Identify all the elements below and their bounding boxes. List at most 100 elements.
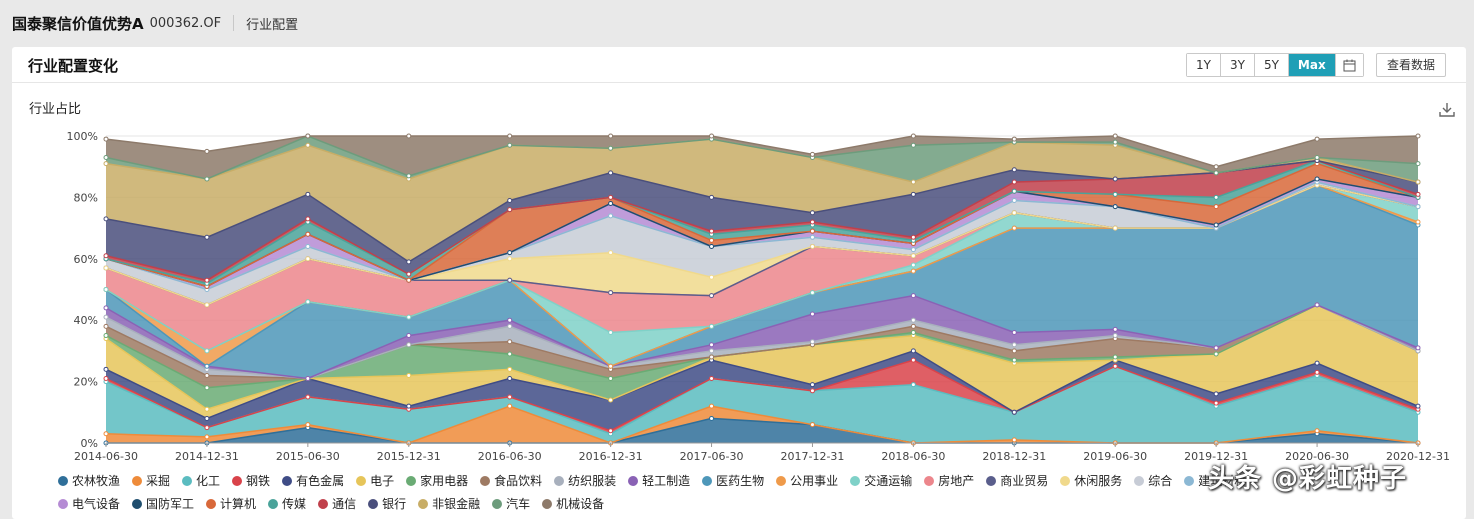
data-point bbox=[709, 403, 715, 409]
range-5y-button[interactable]: 5Y bbox=[1254, 54, 1289, 76]
data-point bbox=[204, 148, 210, 154]
x-tick-label: 2019-12-31 bbox=[1184, 450, 1248, 463]
data-point bbox=[709, 133, 715, 139]
area-机械设备 bbox=[106, 136, 1418, 179]
legend-item[interactable]: 房地产 bbox=[924, 472, 974, 489]
data-point bbox=[1213, 400, 1219, 406]
legend-row: 电气设备 国防军工 计算机 传媒 通信 银行 非银金融 汽车 机械设备 bbox=[58, 492, 1378, 515]
legend-item[interactable]: 建筑材料 bbox=[1184, 472, 1246, 489]
data-point bbox=[608, 290, 614, 296]
area-轻工制造 bbox=[106, 295, 1418, 379]
data-point bbox=[1112, 333, 1118, 339]
legend-item[interactable]: 交通运输 bbox=[850, 472, 912, 489]
legend-item[interactable]: 汽车 bbox=[492, 495, 530, 512]
data-point bbox=[809, 422, 815, 428]
data-point bbox=[910, 247, 916, 253]
data-point bbox=[910, 348, 916, 354]
range-1y-button[interactable]: 1Y bbox=[1187, 54, 1221, 76]
legend-label: 非银金融 bbox=[432, 497, 481, 511]
range-3y-button[interactable]: 3Y bbox=[1220, 54, 1255, 76]
data-point bbox=[305, 216, 311, 222]
legend-item[interactable]: 银行 bbox=[368, 495, 406, 512]
data-point bbox=[910, 133, 916, 139]
data-point bbox=[910, 317, 916, 323]
x-tick-label: 2015-06-30 bbox=[276, 450, 340, 463]
legend-item[interactable]: 农林牧渔 bbox=[58, 472, 120, 489]
legend-item[interactable]: 商业贸易 bbox=[986, 472, 1048, 489]
legend-item[interactable]: 医药生物 bbox=[702, 472, 764, 489]
data-point bbox=[1112, 354, 1118, 360]
series-line-轻工制造 bbox=[105, 294, 1419, 380]
data-point bbox=[305, 376, 311, 382]
data-point bbox=[910, 262, 916, 268]
legend-item[interactable]: 非银金融 bbox=[418, 495, 480, 512]
data-point bbox=[1415, 133, 1421, 139]
data-point bbox=[910, 357, 916, 363]
area-传媒 bbox=[106, 160, 1418, 287]
data-point bbox=[709, 293, 715, 299]
industry-allocation-card: 行业配置变化 1Y 3Y 5Y Max 查看数据 行业占比 0% 20% 40% 60 bbox=[12, 47, 1466, 519]
legend-item[interactable]: 计算机 bbox=[206, 495, 256, 512]
data-point bbox=[103, 376, 109, 382]
data-point bbox=[608, 133, 614, 139]
legend-item[interactable]: 国防军工 bbox=[132, 495, 194, 512]
data-point bbox=[1213, 222, 1219, 228]
range-max-button[interactable]: Max bbox=[1288, 54, 1336, 76]
series-line-机械设备 bbox=[105, 135, 1419, 168]
data-point bbox=[809, 244, 815, 250]
legend-item[interactable]: 采掘 bbox=[132, 472, 170, 489]
y-tick-label: 80% bbox=[74, 191, 98, 204]
watermark: 头条 @彩虹种子 bbox=[1208, 464, 1408, 494]
data-point bbox=[406, 277, 412, 283]
legend-item[interactable]: 家用电器 bbox=[406, 472, 468, 489]
data-point bbox=[1415, 191, 1421, 197]
legend-item[interactable]: 电子 bbox=[356, 472, 394, 489]
legend-label: 银行 bbox=[382, 497, 407, 511]
legend-item[interactable]: 通信 bbox=[318, 495, 356, 512]
data-point bbox=[507, 256, 513, 262]
y-tick-label: 40% bbox=[74, 314, 98, 327]
legend-item[interactable]: 机械设备 bbox=[542, 495, 604, 512]
legend-item[interactable]: 综合 bbox=[1134, 472, 1172, 489]
data-point bbox=[507, 317, 513, 323]
legend-label: 建筑材料 bbox=[1198, 474, 1247, 488]
legend-item[interactable]: 传媒 bbox=[268, 495, 306, 512]
download-icon[interactable] bbox=[1438, 101, 1456, 119]
data-point bbox=[809, 228, 815, 234]
data-point bbox=[809, 339, 815, 345]
series-line-汽车 bbox=[105, 135, 1419, 180]
legend-item[interactable]: 钢铁 bbox=[232, 472, 270, 489]
data-point bbox=[910, 382, 916, 388]
legend-swatch bbox=[356, 475, 367, 486]
data-point bbox=[1011, 342, 1017, 348]
legend-swatch bbox=[206, 498, 217, 509]
tab-industry-allocation[interactable]: 行业配置 bbox=[246, 17, 299, 33]
legend-label: 汽车 bbox=[506, 497, 531, 511]
data-point bbox=[709, 237, 715, 243]
data-point bbox=[1112, 204, 1118, 210]
data-point bbox=[608, 170, 614, 176]
data-point bbox=[709, 348, 715, 354]
legend-item[interactable]: 休闲服务 bbox=[1060, 472, 1122, 489]
data-point bbox=[305, 231, 311, 237]
legend-item[interactable]: 食品饮料 bbox=[480, 472, 542, 489]
legend-swatch bbox=[480, 475, 491, 486]
view-data-button[interactable]: 查看数据 bbox=[1376, 53, 1447, 77]
legend-item[interactable]: 化工 bbox=[182, 472, 220, 489]
data-point bbox=[709, 415, 715, 421]
x-tick-label: 2016-06-30 bbox=[478, 450, 542, 463]
data-point bbox=[1112, 225, 1118, 231]
data-point bbox=[103, 323, 109, 329]
data-point bbox=[910, 323, 916, 329]
legend-label: 医药生物 bbox=[716, 474, 765, 488]
calendar-icon[interactable] bbox=[1335, 54, 1363, 76]
legend-swatch bbox=[232, 475, 243, 486]
legend-item[interactable]: 公用事业 bbox=[776, 472, 838, 489]
legend-item[interactable]: 电气设备 bbox=[58, 495, 120, 512]
data-point bbox=[910, 142, 916, 148]
legend-item[interactable]: 轻工制造 bbox=[628, 472, 690, 489]
legend-item[interactable]: 纺织服装 bbox=[554, 472, 616, 489]
legend-item[interactable]: 有色金属 bbox=[282, 472, 344, 489]
legend-row: 农林牧渔 采掘 化工 钢铁 有色金属 电子 家用电器 食品饮料 纺织服装 轻工制造 医药生物 公用事业… bbox=[58, 469, 1378, 492]
data-point bbox=[507, 142, 513, 148]
